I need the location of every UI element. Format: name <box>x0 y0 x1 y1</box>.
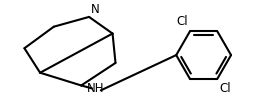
Text: NH: NH <box>87 82 105 95</box>
Text: Cl: Cl <box>176 15 188 28</box>
Text: Cl: Cl <box>219 82 231 95</box>
Text: N: N <box>91 3 100 16</box>
